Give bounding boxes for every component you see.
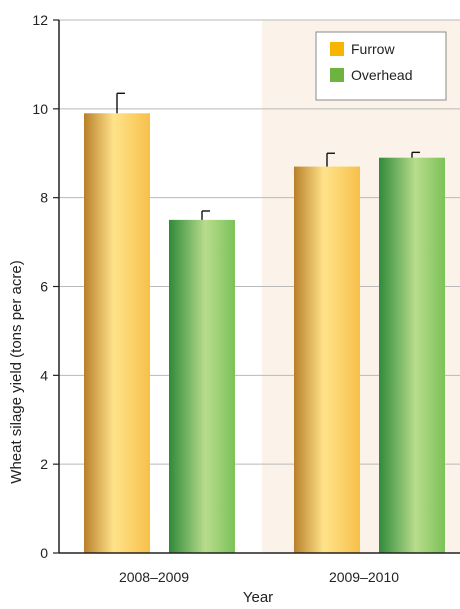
x-tick-label: 2009–2010: [329, 569, 399, 585]
y-tick-label: 12: [32, 12, 48, 28]
y-tick-label: 0: [40, 545, 48, 561]
x-ticks: 2008–2009 2009–2010: [119, 569, 399, 585]
y-tick-label: 2: [40, 456, 48, 472]
legend-swatch-overhead: [330, 68, 344, 82]
bars-group: [84, 113, 445, 554]
y-ticks: 0 2 4 6 8 10 12: [32, 12, 59, 561]
bar-furrow-1: [294, 166, 360, 553]
legend-label-furrow: Furrow: [351, 41, 395, 57]
x-axis-title: Year: [243, 589, 273, 606]
legend-label-overhead: Overhead: [351, 67, 412, 83]
legend: Furrow Overhead: [315, 31, 447, 101]
y-tick-label: 6: [40, 279, 48, 295]
bar-overhead-1: [379, 157, 445, 554]
legend-swatch-furrow: [330, 42, 344, 56]
y-tick-label: 8: [40, 190, 48, 206]
y-tick-label: 4: [40, 367, 48, 383]
bar-furrow-0: [84, 113, 150, 554]
x-tick-label: 2008–2009: [119, 569, 189, 585]
y-axis-title: Wheat silage yield (tons per acre): [8, 260, 25, 483]
bar-overhead-0: [169, 219, 235, 553]
error-bars-group: [116, 92, 420, 220]
y-tick-label: 10: [32, 101, 48, 117]
